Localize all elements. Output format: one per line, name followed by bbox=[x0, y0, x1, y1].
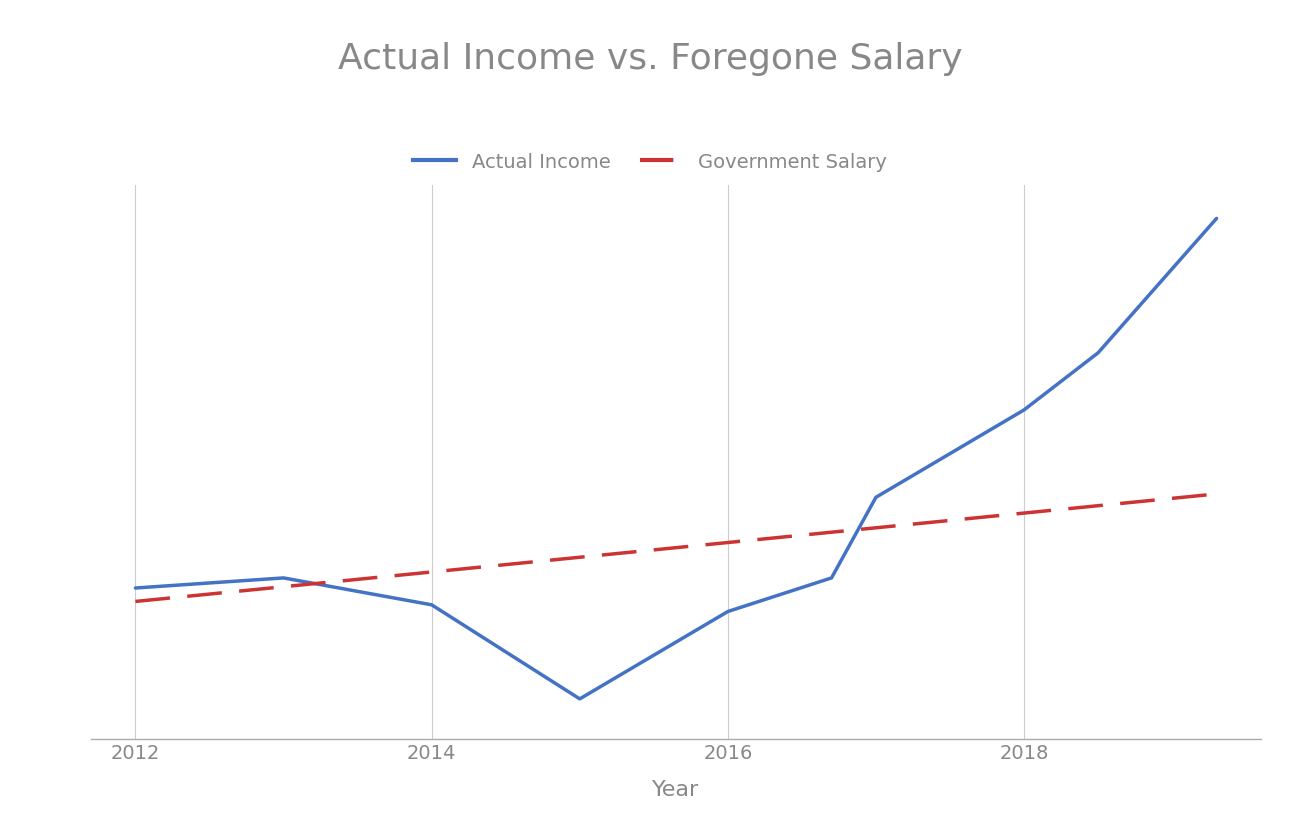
Text: Actual Income vs. Foregone Salary: Actual Income vs. Foregone Salary bbox=[338, 42, 962, 76]
X-axis label: Year: Year bbox=[653, 780, 699, 800]
Legend: Actual Income, Government Salary: Actual Income, Government Salary bbox=[413, 153, 887, 171]
